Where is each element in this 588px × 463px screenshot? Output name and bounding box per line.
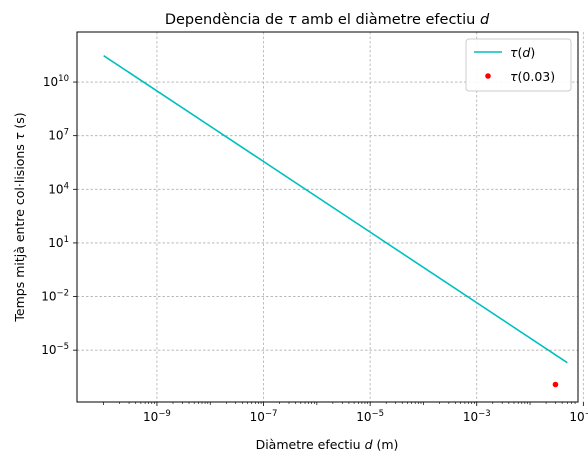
- title-part-1: Dependència de: [165, 12, 288, 28]
- plot-marks: [103, 54, 568, 388]
- x-tick-label: 10−1: [569, 409, 588, 424]
- title-part-2: amb el diàmetre efectiu: [297, 12, 480, 28]
- y-axis: 10−5 10−2 101 104 107 1010: [41, 74, 77, 357]
- y-axis-label: Temps mitjà entre col·lisions τ (s): [12, 112, 27, 322]
- y-tick-label: 10−2: [41, 289, 69, 304]
- y-tick-label: 104: [48, 181, 69, 196]
- y-tick-label: 107: [48, 128, 69, 143]
- x-axis-label: Diàmetre efectiu d (m): [256, 437, 399, 452]
- plot-area: [76, 31, 579, 403]
- title-d: d: [480, 12, 490, 28]
- chart-title: Dependència de τ amb el diàmetre efectiu…: [165, 12, 490, 28]
- y-tick-label: 101: [48, 235, 69, 250]
- legend-item-line: τ(d): [510, 45, 535, 60]
- x-tick-label: 10−9: [143, 409, 171, 424]
- y-tick-label: 10−5: [41, 342, 69, 357]
- title-tau: τ: [288, 12, 297, 28]
- x-tick-label: 10−7: [250, 409, 278, 424]
- x-axis: 10−9 10−7 10−5 10−3 10−1: [103, 402, 588, 424]
- legend-point-swatch: [485, 73, 491, 79]
- x-tick-label: 10−3: [463, 409, 491, 424]
- x-tick-label: 10−5: [356, 409, 384, 424]
- legend-item-point: τ(0.03): [510, 69, 555, 84]
- series-line-tau: [103, 54, 568, 364]
- data-point-tau-003: [552, 381, 559, 388]
- y-tick-label: 1010: [43, 74, 69, 89]
- legend: τ(d) τ(0.03): [465, 38, 572, 92]
- grid-lines: [77, 32, 584, 402]
